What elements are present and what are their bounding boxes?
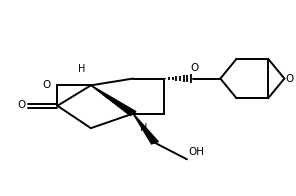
Text: O: O (190, 63, 198, 73)
Text: H: H (78, 64, 85, 74)
Text: O: O (17, 100, 25, 110)
Text: O: O (286, 74, 294, 83)
Text: H: H (140, 123, 147, 133)
Text: O: O (42, 80, 50, 90)
Polygon shape (133, 113, 158, 144)
Polygon shape (91, 85, 136, 115)
Text: OH: OH (188, 147, 204, 157)
